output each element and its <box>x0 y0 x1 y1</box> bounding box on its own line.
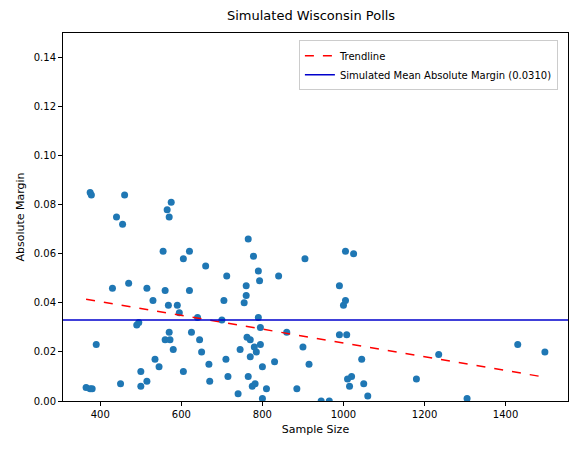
svg-text:Simulated Wisconsin Polls: Simulated Wisconsin Polls <box>227 8 395 23</box>
svg-text:Simulated Mean Absolute Margin: Simulated Mean Absolute Margin (0.0310) <box>340 70 551 81</box>
svg-text:1000: 1000 <box>331 409 356 420</box>
svg-text:400: 400 <box>91 409 110 420</box>
svg-text:0.08: 0.08 <box>34 199 56 210</box>
svg-text:800: 800 <box>253 409 272 420</box>
svg-text:Sample Size: Sample Size <box>282 423 350 436</box>
svg-text:Absolute Margin: Absolute Margin <box>14 172 27 261</box>
svg-text:1400: 1400 <box>493 409 518 420</box>
svg-text:600: 600 <box>172 409 191 420</box>
svg-text:Trendline: Trendline <box>339 51 385 62</box>
svg-text:1200: 1200 <box>412 409 437 420</box>
svg-text:0.10: 0.10 <box>34 150 56 161</box>
svg-text:0.00: 0.00 <box>34 396 56 407</box>
svg-text:0.14: 0.14 <box>34 52 56 63</box>
svg-text:0.12: 0.12 <box>34 101 56 112</box>
svg-text:0.04: 0.04 <box>34 297 56 308</box>
svg-text:0.06: 0.06 <box>34 248 56 259</box>
svg-text:0.02: 0.02 <box>34 346 56 357</box>
